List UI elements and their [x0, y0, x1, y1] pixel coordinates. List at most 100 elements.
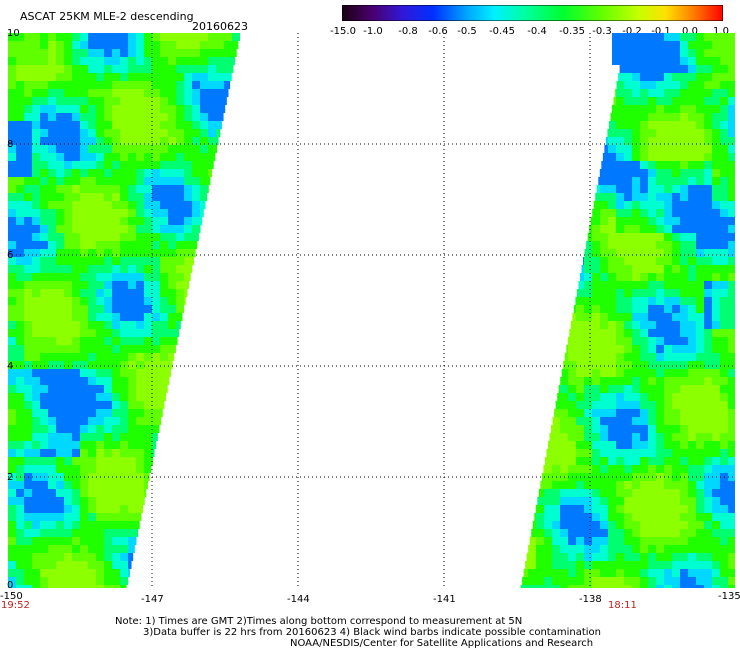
swath-pixel — [144, 409, 152, 417]
swath-pixel — [64, 569, 72, 577]
swath-pixel — [88, 105, 96, 113]
swath-pixel — [112, 433, 120, 441]
swath-pixel — [632, 537, 640, 545]
swath-pixel — [616, 201, 624, 209]
swath-pixel — [592, 209, 600, 217]
swath-pixel — [632, 393, 640, 401]
swath-pixel — [64, 497, 72, 505]
swath-pixel — [704, 433, 712, 441]
swath-pixel — [80, 321, 88, 329]
swath-pixel — [24, 201, 32, 209]
swath-pixel — [128, 521, 136, 529]
swath-pixel — [624, 33, 632, 41]
swath-pixel — [552, 441, 560, 449]
swath-pixel — [96, 57, 104, 65]
swath-pixel — [720, 305, 728, 313]
swath-pixel — [144, 433, 152, 441]
swath-pixel — [688, 441, 696, 449]
swath-pixel — [136, 465, 144, 473]
swath-pixel — [32, 209, 40, 217]
swath-pixel — [160, 393, 167, 401]
swath-pixel — [712, 265, 720, 273]
swath-pixel — [712, 529, 720, 537]
swath-pixel — [680, 457, 688, 465]
swath-pixel — [104, 49, 112, 57]
swath-pixel — [128, 385, 136, 393]
swath-pixel — [200, 201, 206, 209]
swath-pixel — [592, 345, 600, 353]
swath-pixel — [632, 105, 640, 113]
swath-pixel — [40, 561, 48, 569]
swath-pixel — [152, 289, 160, 297]
swath-pixel — [48, 377, 56, 385]
swath-pixel — [104, 41, 112, 49]
swath-pixel — [592, 257, 600, 265]
swath-pixel — [648, 145, 656, 153]
swath-pixel — [96, 449, 104, 457]
swath-pixel — [48, 369, 56, 377]
swath-pixel — [720, 153, 728, 161]
swath-pixel — [80, 97, 88, 105]
swath-pixel — [640, 321, 648, 329]
swath-pixel — [720, 33, 728, 41]
swath-pixel — [104, 489, 112, 497]
swath-pixel — [624, 209, 632, 217]
swath-pixel — [208, 97, 216, 105]
swath-pixel — [80, 217, 88, 225]
swath-pixel — [48, 465, 56, 473]
swath-pixel — [584, 265, 592, 273]
swath-pixel — [64, 105, 72, 113]
swath-pixel — [168, 105, 176, 113]
swath-pixel — [648, 201, 656, 209]
swath-pixel — [72, 481, 80, 489]
swath-pixel — [608, 209, 616, 217]
swath-pixel — [144, 225, 152, 233]
swath-pixel — [152, 169, 160, 177]
swath-pixel — [24, 89, 32, 97]
swath-pixel — [40, 337, 48, 345]
swath-pixel — [8, 89, 16, 97]
swath-pixel — [128, 513, 136, 521]
swath-pixel — [600, 553, 608, 561]
swath-pixel — [616, 449, 624, 457]
swath-pixel — [704, 329, 712, 337]
swath-pixel — [712, 313, 720, 321]
swath-pixel — [632, 497, 640, 505]
swath-pixel — [192, 225, 200, 233]
swath-pixel — [32, 57, 40, 65]
swath-pixel — [16, 97, 24, 105]
swath-pixel — [120, 537, 128, 545]
swath-pixel — [88, 505, 96, 513]
swath-pixel — [616, 153, 624, 161]
swath-pixel — [640, 113, 648, 121]
swath-pixel — [632, 81, 640, 89]
swath-pixel — [584, 537, 592, 545]
swath-pixel — [688, 401, 696, 409]
swath-pixel — [728, 217, 735, 225]
swath-pixel — [546, 449, 552, 457]
swath-pixel — [48, 289, 56, 297]
swath-pixel — [592, 553, 600, 561]
swath-pixel — [112, 513, 120, 521]
swath-pixel — [688, 313, 696, 321]
swath-pixel — [112, 497, 120, 505]
swath-pixel — [608, 201, 616, 209]
swath-pixel — [64, 33, 72, 41]
swath-pixel — [64, 417, 72, 425]
swath-pixel — [568, 585, 576, 588]
swath-pixel — [88, 537, 96, 545]
swath-pixel — [570, 321, 576, 329]
swath-pixel — [176, 89, 184, 97]
swath-pixel — [160, 385, 168, 393]
swath-pixel — [112, 249, 120, 257]
swath-pixel — [136, 129, 144, 137]
swath-pixel — [160, 57, 168, 65]
swath-pixel — [88, 585, 96, 588]
swath-pixel — [80, 169, 88, 177]
swath-pixel — [712, 137, 720, 145]
swath-pixel — [64, 345, 72, 353]
swath-pixel — [80, 377, 88, 385]
swath-pixel — [192, 57, 200, 65]
swath-pixel — [704, 529, 712, 537]
swath-pixel — [144, 401, 152, 409]
